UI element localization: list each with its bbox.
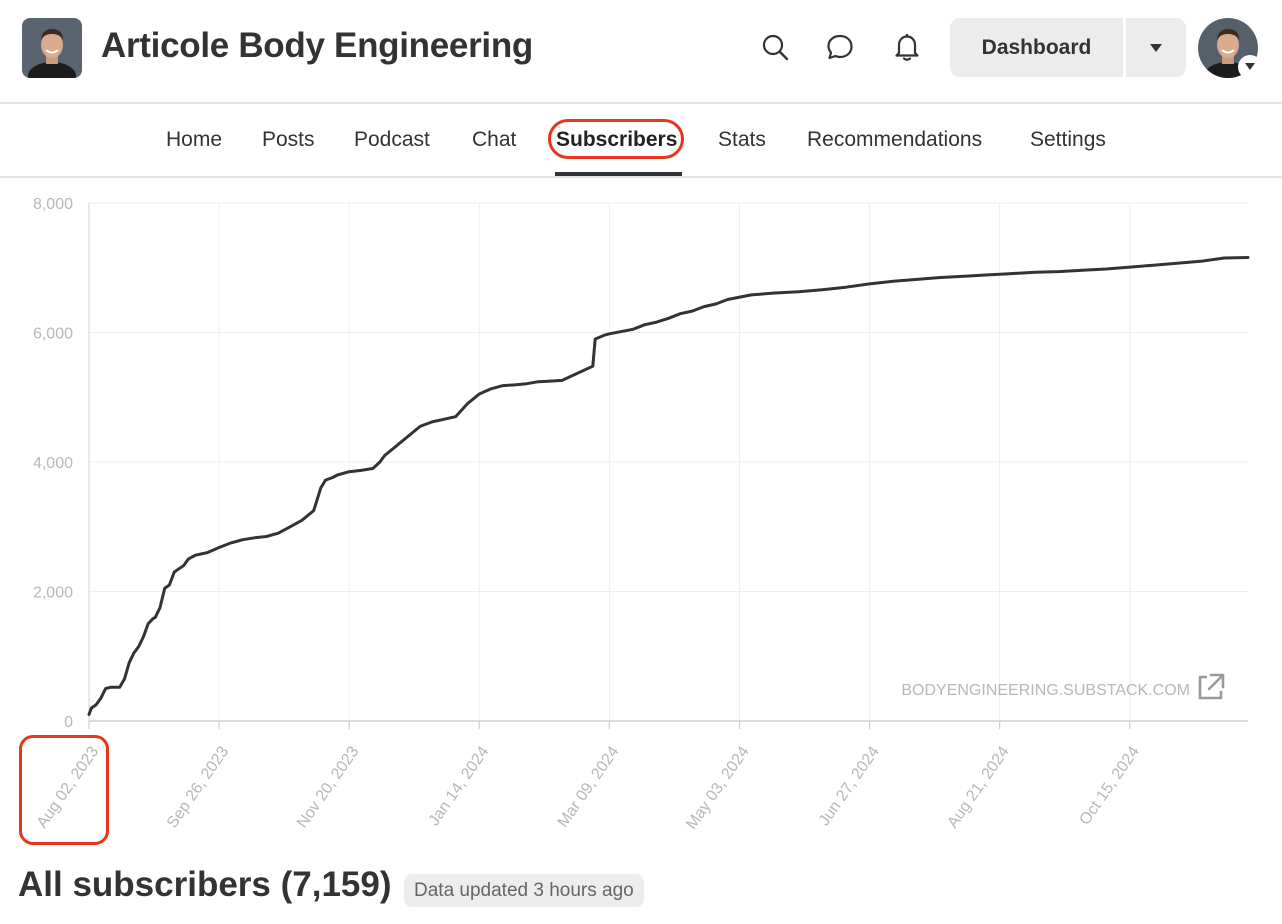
y-tick-label: 2,000: [33, 585, 73, 602]
x-tick-label: Jun 27, 2024: [816, 743, 883, 829]
subscriber-series-line[interactable]: [87, 256, 1250, 716]
y-ticks: 0 2,000 4,000 6,000 8,000: [33, 196, 73, 731]
x-tick-label: Aug 21, 2024: [944, 743, 1013, 831]
y-tick-label: 0: [64, 714, 73, 731]
external-link-icon[interactable]: [1198, 673, 1225, 700]
nav-stats[interactable]: Stats: [718, 128, 766, 151]
nav-posts[interactable]: Posts: [262, 128, 315, 151]
chart-watermark: BODYENGINEERING.SUBSTACK.COM: [901, 682, 1190, 699]
dashboard-button[interactable]: Dashboard: [950, 18, 1123, 77]
nav-podcast[interactable]: Podcast: [354, 128, 430, 151]
chart-grid: [89, 202, 1248, 721]
all-subscribers-title: All subscribers (7,159): [18, 865, 392, 904]
start-date-highlight: [19, 735, 109, 845]
x-tick-label: Mar 09, 2024: [555, 743, 623, 830]
y-tick-label: 8,000: [33, 196, 73, 213]
caret-down-icon: [1150, 43, 1162, 52]
publication-nav: Home Posts Podcast Chat Subscribers Stat…: [0, 104, 1282, 178]
top-bar: Articole Body Engineering Dashboard: [0, 0, 1282, 104]
nav-home[interactable]: Home: [166, 128, 223, 151]
subscribers-tab-highlight: [548, 119, 684, 159]
data-updated-badge: Data updated 3 hours ago: [404, 874, 644, 907]
account-menu-icon[interactable]: [1238, 55, 1262, 79]
y-tick-label: 4,000: [33, 455, 73, 472]
x-tick-label: Jan 14, 2024: [426, 743, 493, 829]
x-ticks: Aug 02, 2023 Sep 26, 2023 Nov 20, 2023 Jan …: [34, 721, 1143, 833]
dashboard-menu-button[interactable]: [1126, 18, 1186, 77]
search-icon[interactable]: [758, 30, 792, 64]
active-tab-indicator: [555, 172, 682, 176]
chat-bubble-icon[interactable]: [823, 30, 857, 64]
nav-chat[interactable]: Chat: [472, 128, 517, 151]
publication-logo[interactable]: [22, 18, 82, 78]
y-tick-label: 6,000: [33, 326, 73, 343]
nav-settings[interactable]: Settings: [1030, 128, 1106, 151]
nav-recommendations[interactable]: Recommendations: [807, 128, 983, 151]
bell-icon[interactable]: [890, 30, 924, 64]
publication-title[interactable]: Articole Body Engineering: [101, 26, 533, 65]
x-tick-label: Nov 20, 2023: [294, 743, 363, 831]
x-tick-label: Oct 15, 2024: [1077, 743, 1144, 828]
nav-subscribers[interactable]: Subscribers: [556, 128, 678, 151]
x-tick-label: May 03, 2024: [683, 743, 753, 832]
x-tick-label: Sep 26, 2023: [164, 743, 233, 831]
